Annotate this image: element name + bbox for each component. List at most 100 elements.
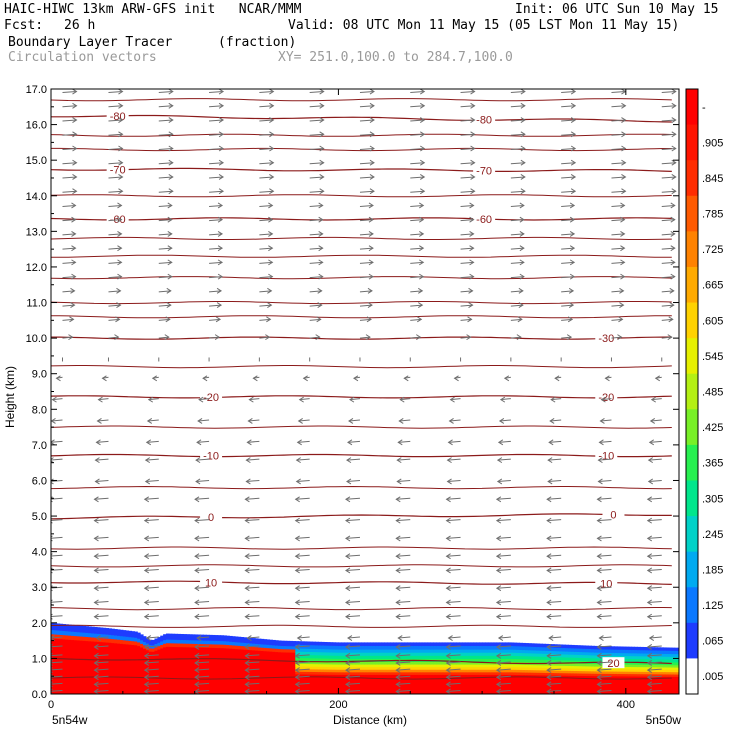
tracer-cell xyxy=(191,640,196,645)
tracer-cell xyxy=(643,662,647,666)
tracer-cell xyxy=(479,649,483,654)
x-left-endpoint: 5n54w xyxy=(52,713,88,727)
tracer-cell xyxy=(381,649,386,654)
tracer-cell xyxy=(493,669,498,673)
circulation-vector xyxy=(51,519,63,521)
tracer-cell xyxy=(381,672,386,676)
circulation-vector xyxy=(345,554,361,557)
vector-arrowhead xyxy=(319,159,325,166)
tracer-cell xyxy=(163,634,167,641)
tracer-cell xyxy=(651,676,656,694)
tracer-cell xyxy=(335,658,340,663)
tracer-cell xyxy=(372,662,377,665)
tracer-cell xyxy=(594,671,598,675)
tracer-cell xyxy=(651,650,656,655)
tracer-cell xyxy=(674,665,679,668)
tracer-cell xyxy=(436,669,440,673)
tracer-cell xyxy=(298,671,302,675)
tracer-cell xyxy=(378,674,383,694)
tracer-cell xyxy=(643,659,647,663)
tracer-cell xyxy=(188,640,193,645)
tracer-cell xyxy=(522,646,526,651)
tracer-cell xyxy=(341,642,345,647)
tracer-cell xyxy=(536,667,541,671)
vector-arrowhead xyxy=(296,439,302,446)
vector-arrowhead xyxy=(194,667,200,674)
tracer-cell xyxy=(519,649,523,654)
vector-arrowhead xyxy=(598,439,604,446)
tracer-cell xyxy=(459,642,463,647)
tracer-cell xyxy=(516,664,521,668)
tracer-cell xyxy=(599,669,604,672)
tracer-cell xyxy=(525,664,529,668)
tracer-cell xyxy=(272,645,276,649)
tracer-cell xyxy=(677,674,679,678)
tracer-cell xyxy=(462,672,466,676)
vector-arrowhead xyxy=(418,287,424,294)
circulation-vector xyxy=(309,119,324,122)
circulation-vector xyxy=(108,105,123,108)
tracer-cell xyxy=(278,649,282,653)
circulation-vector xyxy=(597,600,612,603)
vector-arrowhead xyxy=(546,585,552,592)
circulation-vector xyxy=(346,458,361,461)
tracer-cell xyxy=(303,655,308,659)
vector-arrowhead xyxy=(567,316,574,323)
tracer-cell xyxy=(522,672,526,676)
tracer-cell xyxy=(588,652,592,656)
tracer-cell xyxy=(571,666,575,669)
tracer-cell xyxy=(358,655,363,660)
tracer-cell xyxy=(559,647,564,652)
circulation-vector xyxy=(611,162,626,165)
tracer-cell xyxy=(237,642,242,647)
tracer-cell xyxy=(99,627,104,635)
tracer-cell xyxy=(384,652,388,657)
tracer-cell xyxy=(496,642,500,647)
circulation-vector xyxy=(259,148,274,150)
tracer-cell xyxy=(502,664,506,668)
tracer-cell xyxy=(622,653,627,657)
circulation-vector xyxy=(661,336,672,339)
tracer-cell xyxy=(479,674,483,694)
circulation-vector xyxy=(195,689,210,692)
tracer-cell xyxy=(65,631,69,636)
tracer-cell xyxy=(651,662,656,666)
tracer-cell xyxy=(226,645,230,649)
tracer-cell xyxy=(102,627,107,635)
tracer-cell xyxy=(654,672,659,675)
tracer-cell xyxy=(289,649,294,654)
tracer-cell xyxy=(424,672,429,676)
vector-arrowhead xyxy=(469,202,475,209)
vector-arrowhead xyxy=(244,660,250,666)
circulation-vector xyxy=(446,615,461,618)
tracer-cell xyxy=(318,641,322,646)
tracer-cell xyxy=(533,659,538,664)
tracer-cell xyxy=(404,667,408,671)
contour-label: -80 xyxy=(476,114,492,126)
tracer-cell xyxy=(476,652,480,657)
circulation-vector xyxy=(647,645,662,648)
tracer-cell xyxy=(418,669,423,673)
tracer-cell xyxy=(361,664,365,668)
tracer-cell xyxy=(318,649,322,653)
y-tick-label: 14.0 xyxy=(26,191,47,203)
circulation-vector xyxy=(158,247,172,250)
tracer-cell xyxy=(539,643,544,648)
tracer-cell xyxy=(344,658,348,663)
tracer-cell xyxy=(459,655,463,660)
tracer-cell xyxy=(568,657,572,661)
tracer-cell xyxy=(395,655,400,660)
vector-arrowhead xyxy=(395,644,401,650)
tracer-cell xyxy=(591,671,595,675)
tracer-cell xyxy=(326,645,331,650)
tracer-cell xyxy=(410,664,414,668)
tracer-cell xyxy=(85,641,89,694)
tracer-cell xyxy=(628,656,633,660)
circulation-vector xyxy=(460,190,475,193)
tracer-cell xyxy=(209,640,213,645)
vector-arrowhead xyxy=(244,599,250,606)
tracer-cell xyxy=(312,669,317,673)
tracer-cell xyxy=(666,676,670,694)
tracer-cell xyxy=(347,664,351,668)
tracer-cell xyxy=(444,649,449,654)
